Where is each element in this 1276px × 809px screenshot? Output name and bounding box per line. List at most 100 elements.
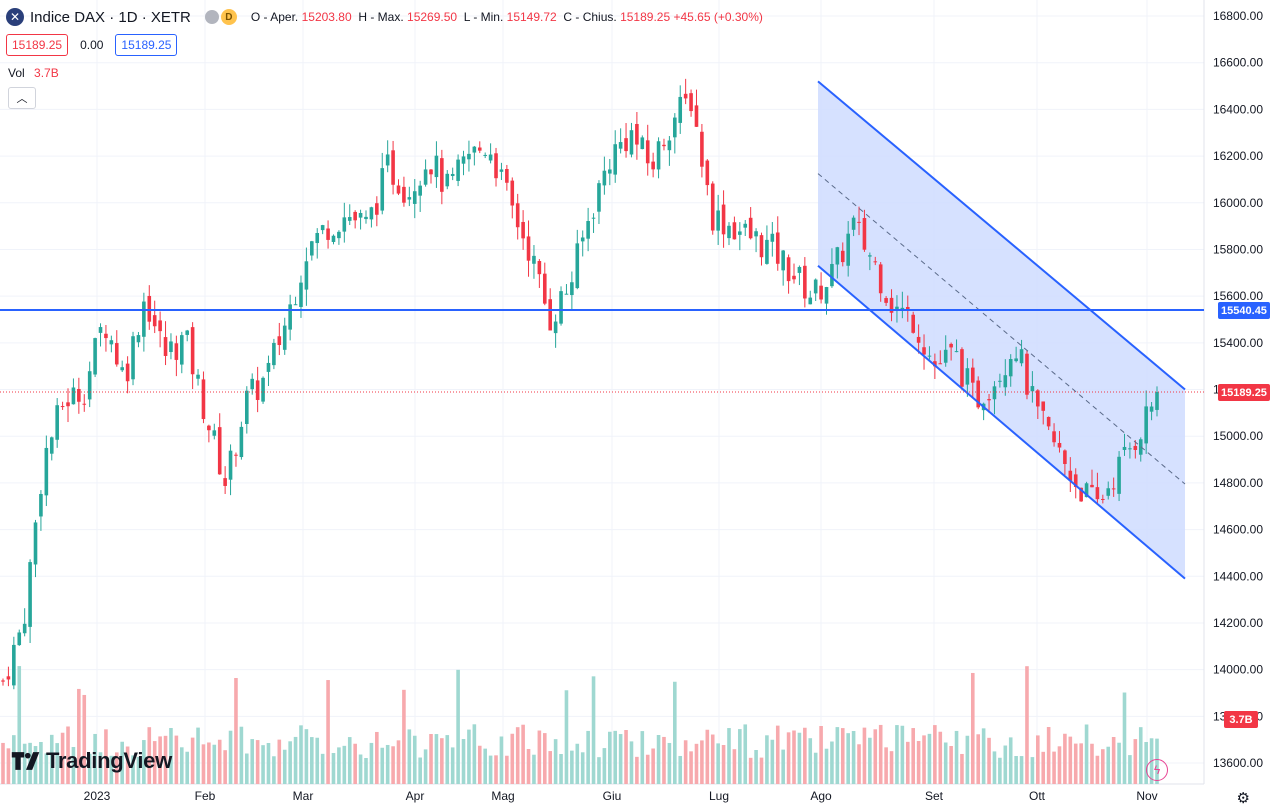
volume-bar [840,728,845,784]
volume-bar [900,725,905,784]
candle-body [992,386,997,400]
candle-body [645,140,650,164]
candle-body [1057,442,1062,448]
volume-bar [93,733,97,784]
candle-body [250,378,255,390]
candle-body [87,371,92,400]
candle-body [1019,349,1024,364]
symbol-title[interactable]: Indice DAX · 1D · XETR [30,8,191,26]
volume-bar [1008,737,1013,784]
candle-body [82,403,87,405]
volume-bar [532,754,536,784]
volume-bar [797,732,802,784]
symbol-icon[interactable]: ✕ [6,8,24,26]
volume-bar [716,743,720,784]
candle-body [916,336,921,343]
y-tick-label: 14800.00 [1213,476,1263,490]
volume-bar [261,745,265,784]
volume-bar [1063,733,1067,784]
volume-bar [700,740,704,784]
tradingview-watermark[interactable]: TradingView [10,748,172,774]
volume-bar [754,750,758,784]
candle-body [1025,353,1029,395]
volume-bar [851,731,856,784]
candle-body [813,279,818,294]
sell-button[interactable]: 15189.25 [6,34,69,56]
candle-body [613,144,618,175]
volume-bar [727,728,731,784]
volume-bar [461,739,466,784]
lightning-icon[interactable]: ϟ [1146,759,1168,781]
candle-body [716,210,720,231]
candle-body [196,374,200,379]
channel-lower-line [817,265,1186,580]
volume-bar [104,729,108,784]
candle-body [488,154,493,161]
volume-bar [347,737,352,784]
candle-body [152,315,157,327]
volume-bar [1122,692,1127,784]
watermark-text: TradingView [46,748,172,773]
open-value: 15203.80 [301,10,352,24]
candle-body [851,217,856,230]
volume-bar [250,739,255,784]
buy-button[interactable]: 15189.25 [115,34,178,56]
volume-bar [434,734,439,784]
volume-flag: 3.7B [1224,711,1258,728]
candle-body [998,380,1002,382]
volume-bar [949,746,953,784]
close-value: 15189.25 [620,10,671,24]
candle-body [310,241,314,256]
volume-bar [765,735,769,784]
candle-body [635,123,639,145]
candle-body [49,437,54,454]
channel-mid-line [817,173,1186,485]
volume-bar [613,730,618,784]
volume-bar [640,731,645,784]
candle-body [337,231,341,239]
volume-bar [179,747,184,784]
candle-body [125,363,130,382]
volume-bar [510,733,515,784]
volume-bar [136,756,141,784]
volume-bar [1003,745,1008,784]
collapse-legend-button[interactable]: ︿ [8,87,36,109]
volume-bar [477,745,482,784]
candle-body [743,223,748,228]
candle-body [954,351,959,353]
candle-body [201,379,206,420]
candle-body [17,632,22,646]
candle-body [873,261,878,263]
candle-body [320,225,325,231]
volume-bar [55,743,59,784]
volume-bar [299,725,303,784]
volume-bar [542,733,547,784]
candle-body [656,141,661,170]
volume-bar [22,743,27,784]
volume-bar [694,743,699,784]
candle-body [797,266,802,273]
market-status-pill[interactable]: D [204,9,237,25]
settings-gear-icon[interactable]: ⚙ [1236,790,1250,807]
y-tick-label: 16000.00 [1213,196,1263,210]
candle-body [553,321,558,334]
volume-bar [326,680,330,784]
volume-bar [6,748,11,784]
candle-body [526,236,531,261]
candle-body [1008,359,1013,377]
candle-body [748,217,753,239]
candle-body [440,158,444,192]
candle-body [938,363,943,365]
volume-bar [667,742,672,784]
volume-bar [635,756,639,784]
volume-bar [358,754,363,784]
candle-body [293,304,298,306]
candle-body [429,169,433,175]
candle-body [840,250,845,263]
candle-body [207,425,211,431]
volume-bar [846,733,850,784]
volume-bar [878,724,883,784]
volume-bar [987,737,991,784]
candle-body [1111,488,1116,490]
